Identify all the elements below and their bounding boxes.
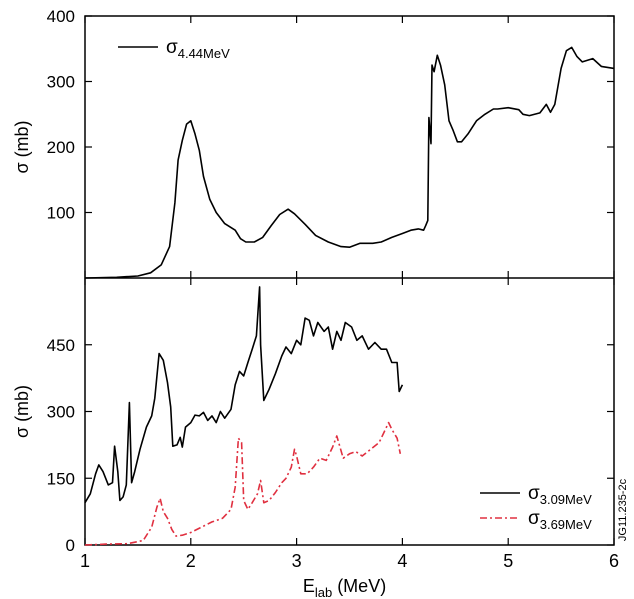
y-tick-label-bottom-2: 300 <box>47 403 75 422</box>
y-tick-label-top-0: 100 <box>47 204 75 223</box>
y-tick-label-top-1: 200 <box>47 138 75 157</box>
y-tick-label-bottom-0: 0 <box>66 536 75 555</box>
y-tick-label-bottom-3: 450 <box>47 336 75 355</box>
x-tick-label-3: 4 <box>397 551 407 571</box>
axes-layer <box>84 15 615 546</box>
legend-label-3.69MeV: σ3.69MeV <box>528 508 592 532</box>
series-line-3.69MeV <box>84 421 402 546</box>
x-tick-label-1: 2 <box>186 551 196 571</box>
x-tick-label-4: 5 <box>503 551 513 571</box>
labels-layer: 100 200 300 400 σ (mb) 0 150 300 450 σ (mb) 1 2 3 4 5 6… <box>12 7 629 599</box>
plot-border <box>84 15 615 546</box>
series-line-3.09MeV <box>84 286 404 504</box>
series-line-4.44MeV <box>84 46 615 279</box>
y-tick-label-top-2: 300 <box>47 73 75 92</box>
y-tick-label-top-3: 400 <box>47 7 75 26</box>
y-axis-label-bottom: σ (mb) <box>12 385 32 438</box>
series-layer <box>84 46 615 546</box>
x-tick-label-0: 1 <box>80 551 90 571</box>
x-tick-label-5: 6 <box>609 551 619 571</box>
y-tick-label-bottom-1: 150 <box>47 469 75 488</box>
figure-id: JG11.235-2c <box>617 478 629 541</box>
x-axis-label: Elab (MeV) <box>303 576 386 599</box>
x-tick-label-2: 3 <box>292 551 302 571</box>
legend-label-4.44MeV: σ4.44MeV <box>166 37 230 61</box>
y-axis-label-top: σ (mb) <box>12 120 32 173</box>
legend-label-3.09MeV: σ3.09MeV <box>528 483 592 507</box>
plot-frame <box>84 15 615 546</box>
